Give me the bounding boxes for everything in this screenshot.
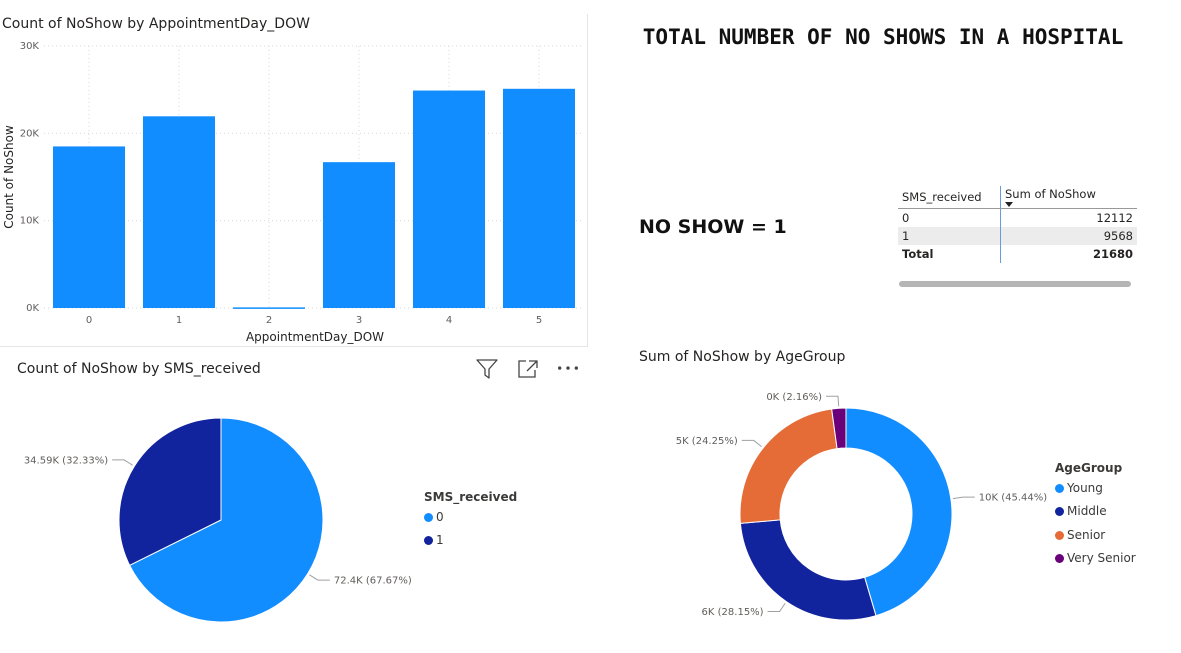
donut-chart-slice[interactable] bbox=[845, 407, 953, 617]
matrix-row-label: 1 bbox=[898, 227, 1001, 245]
pie-legend-item[interactable]: 0 bbox=[424, 510, 444, 524]
matrix-row-value: 12112 bbox=[1096, 211, 1133, 225]
matrix-total-label: Total bbox=[898, 245, 1001, 263]
donut-chart-data-label: 6K (28.15%) bbox=[702, 607, 764, 618]
pie-chart-slices bbox=[118, 417, 324, 623]
matrix-row-value: 9568 bbox=[1000, 227, 1137, 245]
donut-chart-data-label: 5K (24.25%) bbox=[676, 436, 738, 447]
donut-legend-label: Young bbox=[1067, 481, 1103, 495]
pie-chart-title: Count of NoShow by SMS_received bbox=[17, 361, 261, 377]
bar-chart-y-ticks: 0K 10K 20K 30K bbox=[20, 41, 40, 314]
matrix-col-header-sms[interactable]: SMS_received bbox=[898, 186, 1001, 209]
bar-chart: 0K 10K 20K 30K 0 1 2 3 4 5 AppointmentDay_DOW Co… bbox=[2, 41, 584, 344]
focus-mode-icon[interactable] bbox=[516, 358, 540, 380]
bar-chart-x-tick-label: 3 bbox=[356, 315, 362, 326]
donut-legend-label: Middle bbox=[1067, 504, 1107, 518]
filter-icon[interactable] bbox=[475, 358, 499, 380]
legend-dot-icon bbox=[1055, 506, 1064, 516]
pie-chart-labels: 72.4K (67.67%) 34.59K (32.33%) bbox=[24, 455, 412, 586]
bar-chart-x-tick-label: 1 bbox=[176, 315, 182, 326]
pie-chart-slice[interactable] bbox=[128, 417, 324, 623]
donut-legend-item[interactable]: Very Senior bbox=[1055, 551, 1136, 565]
bar-chart-title: Count of NoShow by AppointmentDay_DOW bbox=[2, 16, 310, 32]
table-row: 0 12112 bbox=[898, 208, 1137, 227]
bar-chart-bar[interactable] bbox=[233, 307, 305, 309]
donut-legend-item[interactable]: Young bbox=[1055, 481, 1103, 495]
matrix-col-header-sum-label: Sum of NoShow bbox=[1005, 187, 1096, 201]
table-row: 1 9568 bbox=[898, 227, 1137, 245]
donut-chart-data-label: 10K (45.44%) bbox=[979, 493, 1047, 504]
legend-dot-icon bbox=[424, 535, 433, 545]
pie-legend-item[interactable]: 1 bbox=[424, 533, 444, 547]
bar-chart-x-ticks: 0 1 2 3 4 5 bbox=[86, 315, 542, 326]
more-options-icon[interactable] bbox=[556, 358, 580, 380]
donut-chart-data-label: 0K (2.16%) bbox=[766, 392, 822, 403]
bar-chart-x-tick-label: 4 bbox=[446, 315, 452, 326]
donut-legend-label: Senior bbox=[1067, 528, 1106, 542]
pie-legend-title: SMS_received bbox=[424, 490, 518, 504]
sort-descending-icon[interactable] bbox=[1005, 202, 1013, 207]
matrix-row-label: 0 bbox=[898, 208, 1001, 227]
matrix-horizontal-scrollbar[interactable] bbox=[899, 281, 1131, 287]
pie-chart-slice[interactable] bbox=[118, 417, 222, 567]
page-title: TOTAL NUMBER OF NO SHOWS IN A HOSPITAL bbox=[642, 25, 1124, 49]
bar-chart-bars bbox=[53, 88, 575, 309]
legend-dot-icon bbox=[424, 512, 433, 522]
pie-chart: 72.4K (67.67%) 34.59K (32.33%) bbox=[24, 417, 412, 623]
donut-legend-item[interactable]: Senior bbox=[1055, 528, 1105, 542]
legend-dot-icon bbox=[1055, 553, 1064, 563]
matrix-header-row: SMS_received Sum of NoShow bbox=[898, 186, 1137, 209]
donut-chart-leader-line bbox=[952, 496, 975, 500]
bar-chart-x-axis-title: AppointmentDay_DOW bbox=[246, 330, 384, 344]
donut-chart: 10K (45.44%) 6K (28.15%) 5K (24.25%) 0K (2.… bbox=[676, 392, 1048, 621]
bar-chart-x-tick-label: 5 bbox=[536, 315, 542, 326]
legend-dot-icon bbox=[1055, 483, 1064, 493]
donut-chart-title: Sum of NoShow by AgeGroup bbox=[639, 349, 846, 365]
pie-chart-leader-line bbox=[112, 459, 133, 466]
donut-legend-item[interactable]: Middle bbox=[1055, 504, 1107, 518]
bar-chart-bar[interactable] bbox=[503, 88, 575, 308]
bar-chart-x-tick-label: 0 bbox=[86, 315, 92, 326]
pie-legend-label: 0 bbox=[436, 510, 444, 524]
bar-chart-bar[interactable] bbox=[323, 162, 395, 308]
bar-chart-bar[interactable] bbox=[143, 116, 215, 308]
donut-chart-leader-line bbox=[767, 602, 786, 613]
pie-chart-data-label: 34.59K (32.33%) bbox=[24, 455, 108, 466]
sms-matrix-table[interactable]: SMS_received Sum of NoShow 0 12112 1 956… bbox=[898, 186, 1137, 263]
donut-chart-slice[interactable] bbox=[831, 407, 847, 450]
donut-chart-slice[interactable] bbox=[739, 408, 838, 524]
matrix-col-header-sum[interactable]: Sum of NoShow bbox=[1000, 186, 1137, 209]
bar-chart-bar[interactable] bbox=[413, 90, 485, 308]
donut-legend-title: AgeGroup bbox=[1055, 461, 1123, 475]
bar-chart-visual[interactable] bbox=[0, 14, 588, 347]
donut-legend-label: Very Senior bbox=[1067, 551, 1136, 565]
no-show-note: NO SHOW = 1 bbox=[639, 216, 787, 238]
bar-chart-y-tick-label: 0K bbox=[26, 303, 39, 314]
pie-legend-label: 1 bbox=[436, 533, 444, 547]
donut-chart-labels: 10K (45.44%) 6K (28.15%) 5K (24.25%) 0K (2.… bbox=[676, 392, 1048, 618]
bar-chart-y-tick-label: 20K bbox=[20, 128, 40, 139]
pie-chart-leader-line bbox=[309, 574, 330, 581]
bar-chart-y-tick-label: 30K bbox=[20, 41, 40, 52]
donut-chart-leader-line bbox=[825, 395, 840, 407]
bar-chart-y-axis-title: Count of NoShow bbox=[2, 125, 16, 229]
donut-chart-leader-line bbox=[741, 439, 762, 448]
donut-chart-slices bbox=[739, 407, 953, 621]
matrix-total-row: Total 21680 bbox=[898, 245, 1137, 263]
bar-chart-x-tick-label: 2 bbox=[266, 315, 272, 326]
legend-dot-icon bbox=[1055, 530, 1064, 540]
donut-chart-slice[interactable] bbox=[739, 519, 877, 621]
matrix-total-value: 21680 bbox=[1092, 247, 1133, 261]
pie-chart-data-label: 72.4K (67.67%) bbox=[334, 576, 412, 587]
bar-chart-bar[interactable] bbox=[53, 146, 125, 308]
bar-chart-y-tick-label: 10K bbox=[20, 216, 40, 227]
